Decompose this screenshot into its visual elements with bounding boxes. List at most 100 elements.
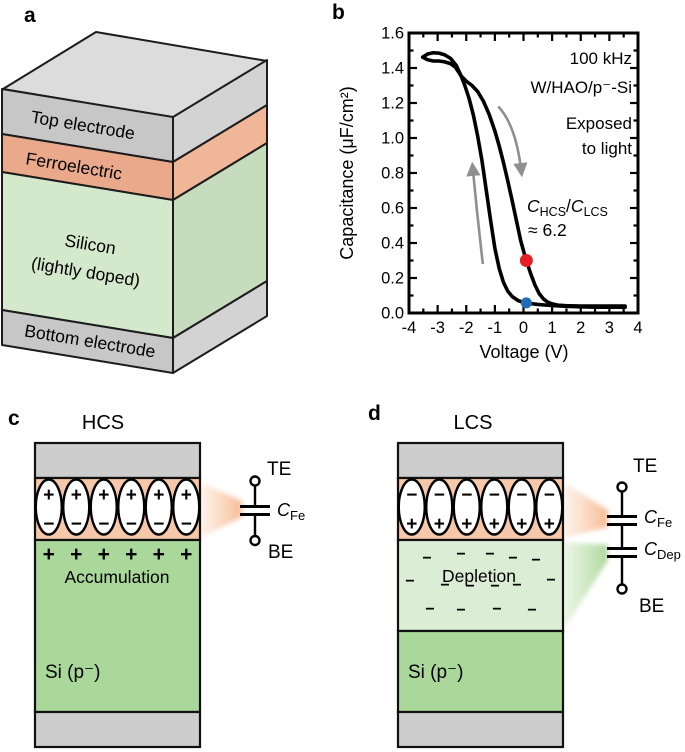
front-bottom-electrode [1,309,174,374]
dipole-bottom-charge: − [153,514,164,535]
d-silicon-band [396,629,565,714]
dipole-bottom-charge: − [43,514,54,535]
y-tick-label: 0.8 [381,165,404,183]
c-te-label: TE [267,459,291,480]
ratio-sub2: LCS [584,205,608,219]
down-sweep-arrow [497,105,528,178]
d-cdep-label: CDep [644,539,681,562]
lcs-read-point [520,297,532,309]
dipole-ellipse [425,478,454,536]
depletion-minus: − [490,578,499,595]
depletion-label: Depletion [442,566,516,586]
depletion-minus: − [492,601,501,618]
panel-a-letter: a [24,4,36,27]
accumulation-label: Accumulation [64,567,169,587]
c-be-label: BE [268,542,293,563]
dipole-bottom-charge: − [181,514,192,535]
dipole-top-charge: + [126,485,137,506]
dipole-ellipse [117,478,146,536]
y-tick-label: 1.2 [381,95,404,113]
dipole-top-charge: + [98,485,109,506]
panel-b-letter: b [332,1,345,24]
panel-c-letter: c [8,407,20,430]
dipole-top-charge: − [489,485,500,506]
panel-d-letter: d [368,402,381,425]
ratio-sub1: HCS [540,205,566,219]
accumulation-plus: + [153,543,165,566]
dipole-top-charge: + [153,485,164,506]
d-cdep-symbol: C [644,539,658,559]
depletion-minus: − [508,550,517,567]
c-cfe-label: CFe [277,500,305,523]
ratio-slash: / [566,196,571,216]
front-silicon [1,171,174,339]
c-top-electrode-band [33,441,202,480]
x-tick-label: -3 [430,319,445,337]
x-tick-label: 2 [576,319,585,337]
ferro-capacitor-glow [200,482,242,538]
x-tick-label: -4 [402,319,417,337]
x-tick-label: 1 [548,319,557,337]
annotation-to-light: to light [582,139,632,158]
y-tick-label: 0.4 [381,235,404,253]
dipole-top-charge: − [461,485,472,506]
depletion-minus: − [485,546,494,563]
depletion-minus: − [456,546,465,563]
y-tick-label: 1.4 [381,60,404,78]
d-substrate-label: Si (p⁻) [408,662,463,683]
depletion-minus: − [527,602,536,619]
c-accumulation-charges: + + + + + + [43,543,193,566]
dipole-bottom-charge: + [434,514,445,535]
capacitance-ratio-label: CHCS/CLCS [527,196,608,219]
dipole-top-charge: + [181,485,192,506]
ratio-c1: C [527,196,540,216]
depletion-minus: − [546,572,555,589]
depletion-minus: − [425,601,434,618]
dipole-ellipse [172,478,201,536]
annotation-exposed: Exposed [566,114,632,133]
accumulation-plus: + [180,543,192,566]
y-tick-label: 1.6 [381,25,404,43]
dipole-top-charge: − [434,485,445,506]
d-bottom-electrode-band [396,710,565,749]
capacitance-ratio-value: ≈ 6.2 [528,220,567,240]
x-tick-label: -1 [488,319,503,337]
y-tick-label: 0.6 [381,200,404,218]
dipole-ellipse [507,478,536,536]
depletion-minus: − [456,602,465,619]
dipole-top-charge: + [71,485,82,506]
c-silicon-band [33,538,202,714]
plot-frame [407,31,640,315]
dipole-bottom-charge: − [98,514,109,535]
c-dipole-row: +−+−+−+−+−+− [34,478,201,536]
panel-d-lcs-schematic: LCS −+−+−+−+−+−+ − − − − −− −− − − −− − − − Depleti… [396,412,681,749]
accumulation-plus: + [70,543,82,566]
dipole-ellipse [452,478,481,536]
d-cfe-label: CFe [644,507,672,530]
x-axis-label: Voltage (V) [479,342,568,362]
dipole-bottom-charge: − [71,514,82,535]
c-bottom-electrode-band [33,710,202,749]
x-tick-label: 0 [519,319,528,337]
dipole-top-charge: − [406,485,417,506]
dipole-top-charge: − [516,485,527,506]
panel-c-hcs-schematic: HCS +−+−+−+−+−+− + + + + + + Accumulation Si … [33,412,305,749]
y-tick-label: 1.0 [381,130,404,148]
accumulation-plus: + [125,543,137,566]
dipole-ellipse [480,478,509,536]
ferro-capacitor-glow [563,482,608,538]
hcs-read-point [519,254,533,267]
dipole-ellipse [34,478,63,536]
c-cfe-sub: Fe [290,508,305,523]
d-be-label: BE [639,596,664,617]
d-cfe-sub: Fe [657,515,672,530]
y-tick-label: 0.0 [381,305,404,323]
dipole-ellipse [144,478,173,536]
d-cdep-sub: Dep [657,547,681,562]
depletion-minus: − [512,577,521,594]
c-be-terminal [249,534,261,547]
depletion-minus: − [440,577,449,594]
d-circuit [607,481,637,595]
dipole-top-charge: − [544,485,555,506]
